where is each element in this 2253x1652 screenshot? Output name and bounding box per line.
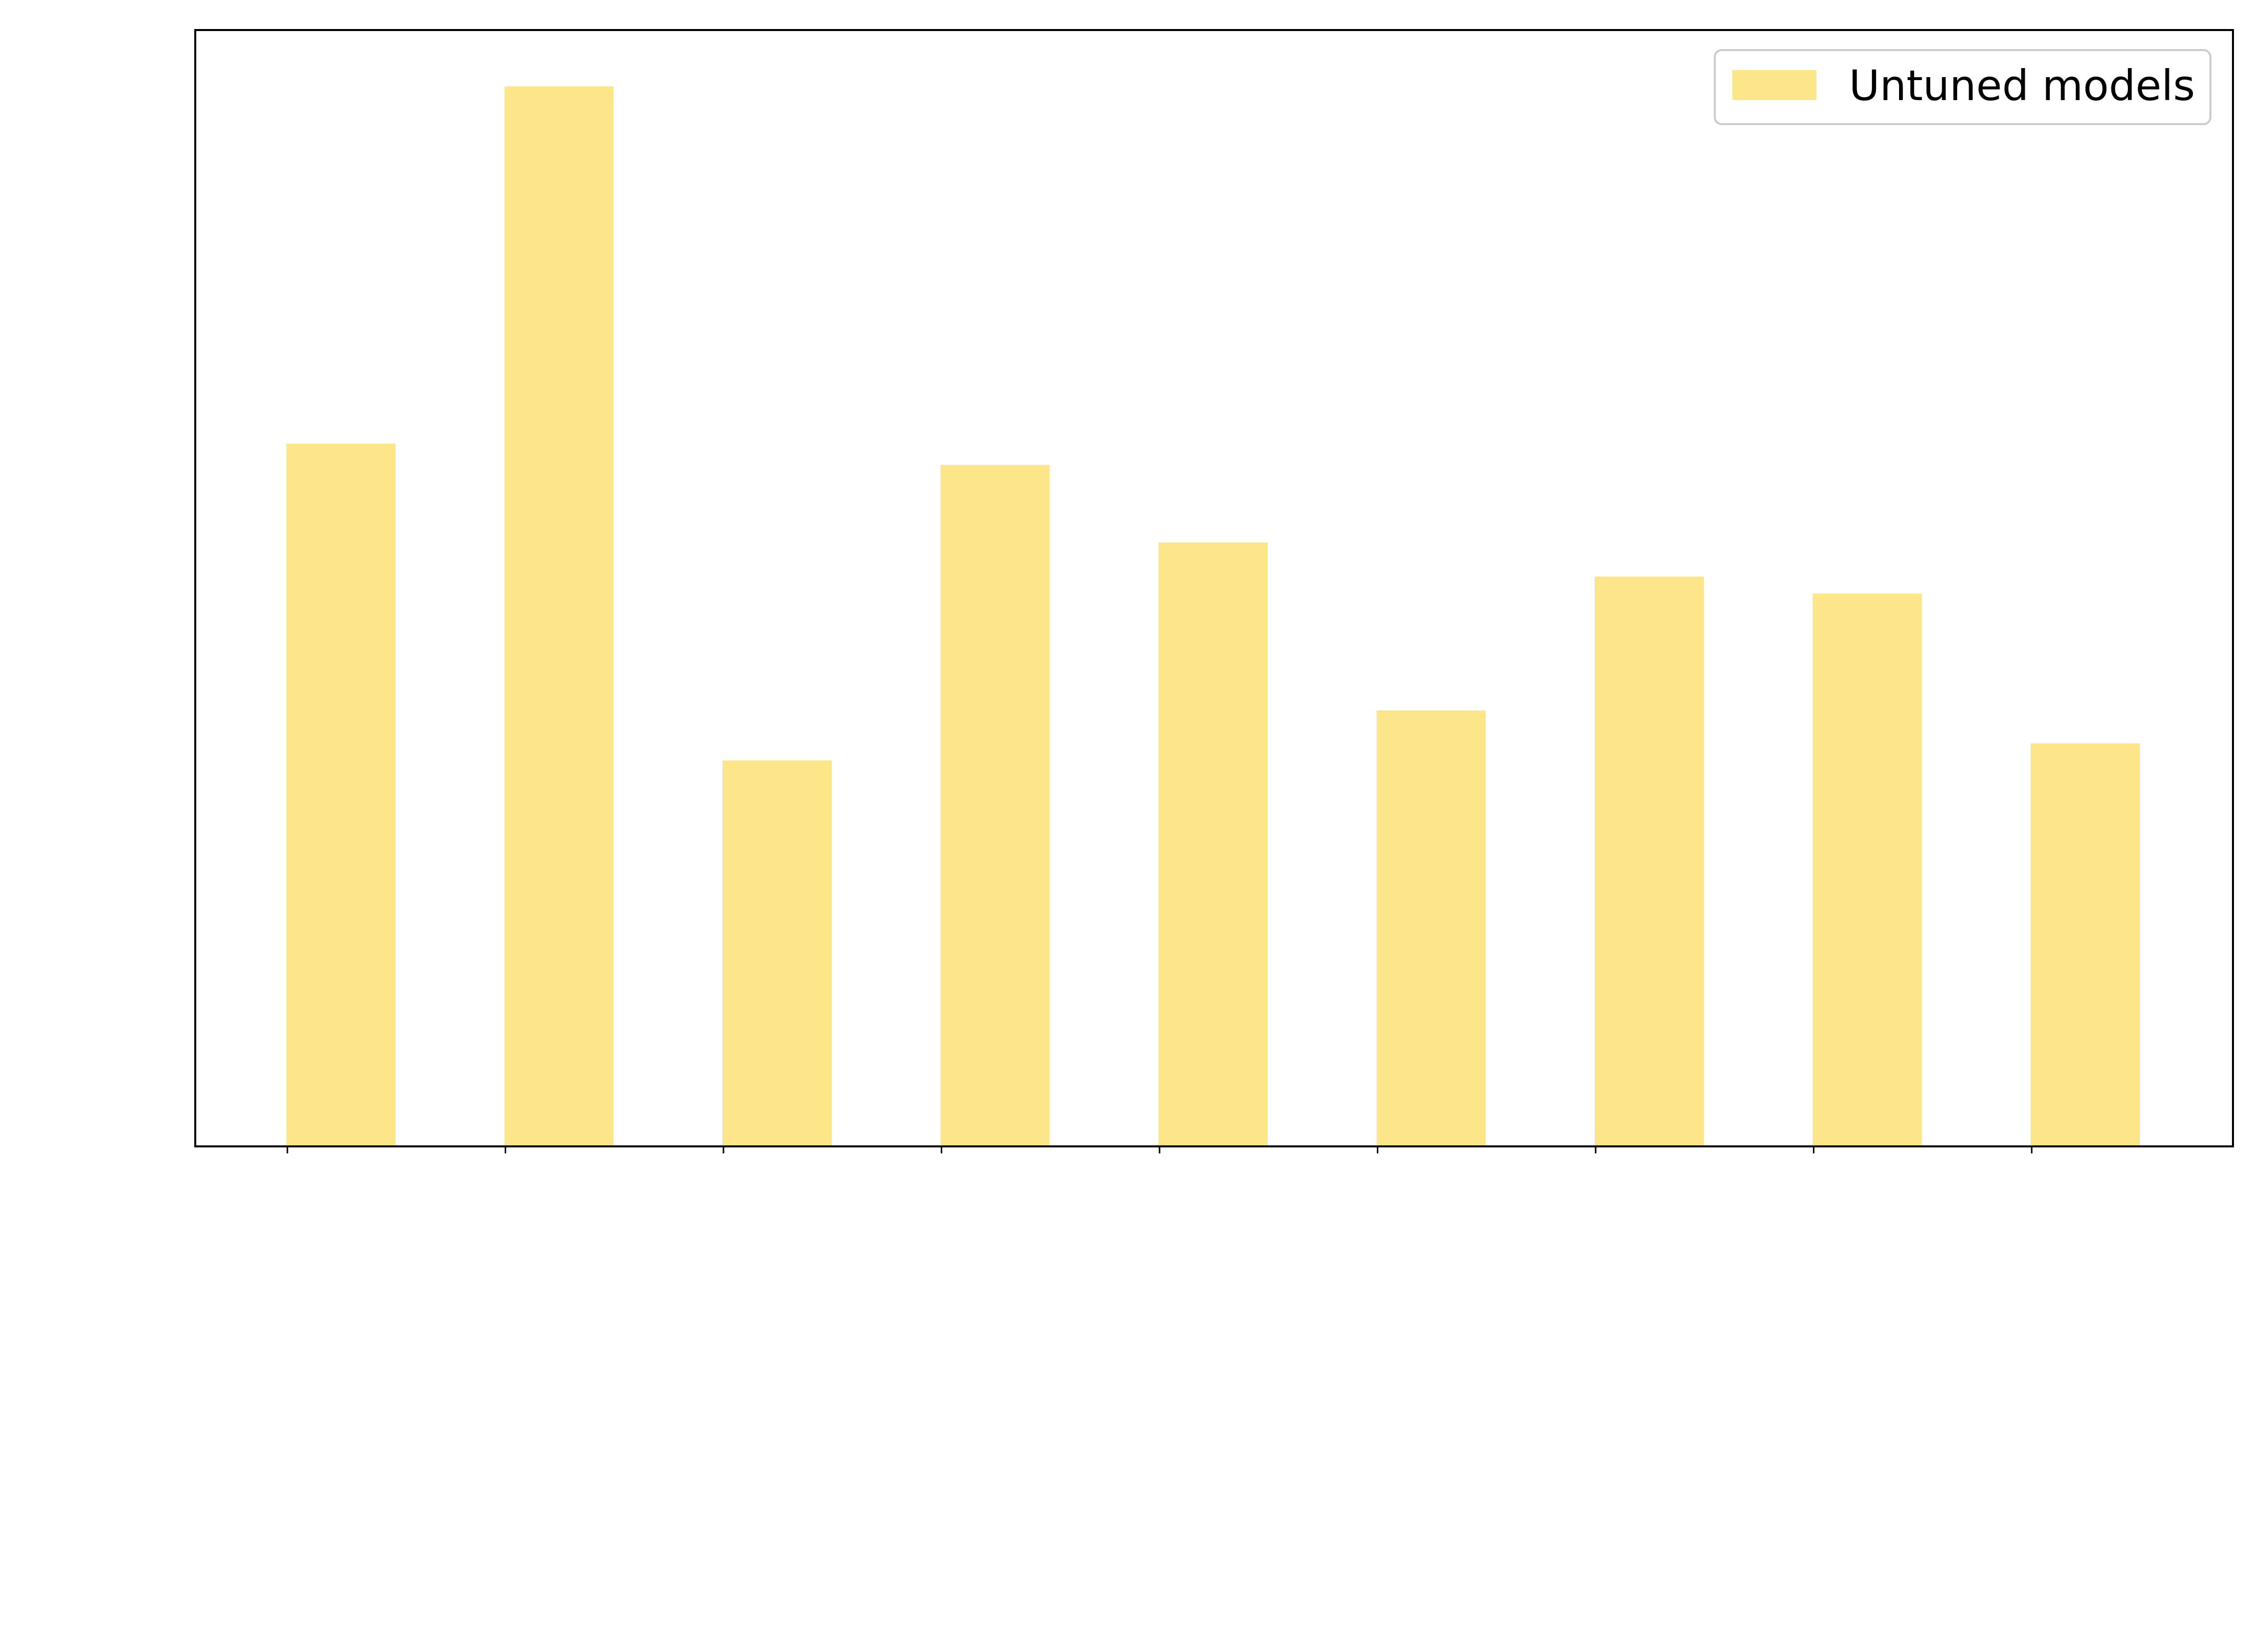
bar-8 xyxy=(1812,593,1922,1146)
bar-1 xyxy=(286,444,396,1147)
legend-label: Untuned models xyxy=(1849,61,2195,110)
bar-7 xyxy=(1595,576,1704,1146)
legend-swatch xyxy=(1732,70,1816,100)
bar-4 xyxy=(940,465,1050,1146)
plot-area-frame xyxy=(194,29,2234,1147)
bar-9 xyxy=(2031,743,2140,1146)
bar-3 xyxy=(722,760,832,1146)
bars-layer xyxy=(286,86,2140,1147)
legend: Untuned models xyxy=(1714,49,2211,125)
bar-5 xyxy=(1159,542,1268,1146)
bar-6 xyxy=(1376,710,1486,1146)
x-axis-ticks xyxy=(286,1146,2033,1153)
bar-2 xyxy=(504,86,614,1146)
legend-box xyxy=(1714,49,2211,125)
